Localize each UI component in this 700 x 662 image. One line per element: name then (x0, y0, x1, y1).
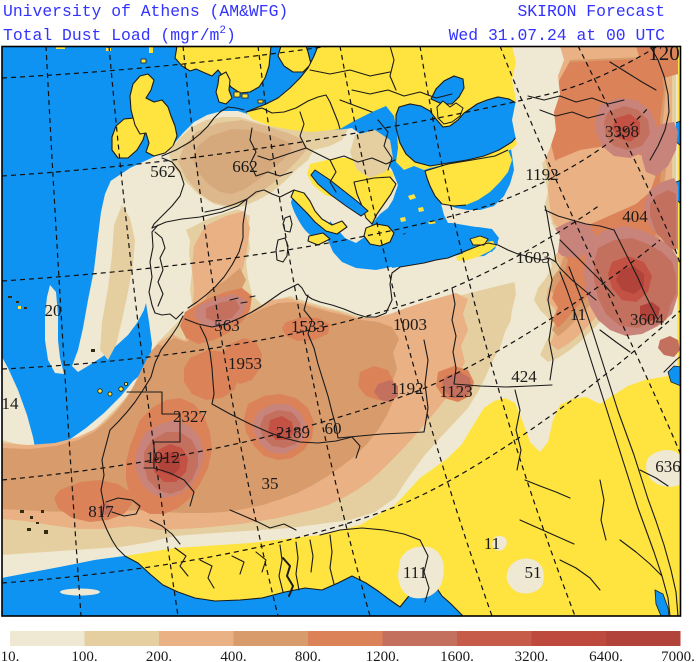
svg-text:2189: 2189 (276, 423, 310, 442)
svg-text:1600.: 1600. (440, 649, 474, 662)
svg-text:424: 424 (511, 367, 537, 386)
svg-text:14: 14 (2, 394, 20, 413)
svg-text:636: 636 (655, 457, 681, 476)
svg-text:3398: 3398 (605, 122, 639, 141)
svg-text:1200.: 1200. (366, 649, 400, 662)
svg-text:404: 404 (622, 207, 648, 226)
svg-text:111: 111 (403, 563, 427, 582)
svg-text:1912: 1912 (146, 448, 180, 467)
svg-text:20: 20 (45, 301, 62, 320)
svg-text:817: 817 (88, 502, 114, 521)
svg-text:Total Dust Load (mgr/m2): Total Dust Load (mgr/m2) (3, 25, 236, 45)
svg-text:400.: 400. (220, 649, 246, 662)
svg-text:51: 51 (525, 563, 542, 582)
svg-text:10.: 10. (1, 649, 20, 662)
svg-text:6400.: 6400. (589, 649, 623, 662)
svg-text:800.: 800. (295, 649, 321, 662)
svg-text:SKIRON Forecast: SKIRON Forecast (517, 2, 665, 21)
svg-text:562: 562 (150, 162, 176, 181)
svg-text:1953: 1953 (228, 354, 262, 373)
svg-text:120: 120 (648, 41, 680, 65)
svg-text:1123: 1123 (439, 382, 472, 401)
svg-text:University of Athens (AM&WFG): University of Athens (AM&WFG) (3, 2, 288, 21)
svg-text:2327: 2327 (173, 407, 208, 426)
svg-text:100.: 100. (71, 649, 97, 662)
svg-text:563: 563 (214, 316, 240, 335)
svg-text:1192: 1192 (390, 379, 423, 398)
svg-text:60: 60 (325, 419, 342, 438)
svg-text:200.: 200. (146, 649, 172, 662)
svg-text:Wed 31.07.24 at 00 UTC: Wed 31.07.24 at 00 UTC (449, 26, 666, 45)
svg-text:11: 11 (484, 534, 500, 553)
svg-text:1192: 1192 (525, 165, 558, 184)
svg-text:1003: 1003 (393, 315, 427, 334)
svg-text:11: 11 (570, 305, 586, 324)
svg-text:1603: 1603 (516, 248, 550, 267)
svg-text:1533: 1533 (291, 317, 325, 336)
svg-text:35: 35 (262, 474, 279, 493)
svg-text:7000.: 7000. (661, 649, 695, 662)
svg-text:3604: 3604 (630, 310, 665, 329)
svg-text:662: 662 (232, 157, 258, 176)
svg-text:3200.: 3200. (515, 649, 549, 662)
